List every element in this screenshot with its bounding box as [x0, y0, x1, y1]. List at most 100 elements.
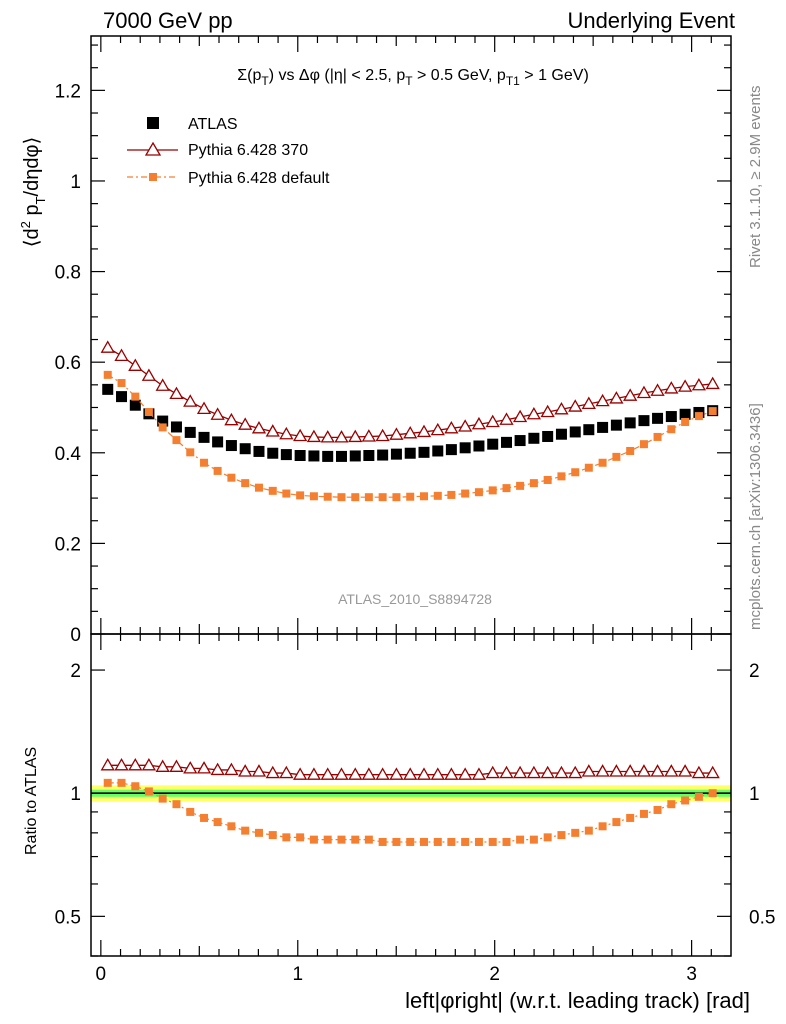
pythia-default-point: [103, 370, 112, 379]
pythia-370-point: [540, 404, 555, 418]
ratio-pythia-370-point: [471, 767, 487, 780]
atlas-point: [555, 428, 567, 440]
pythia-370-point: [306, 429, 322, 443]
pythia-370-point: [471, 416, 487, 430]
pythia-default-point: [227, 473, 236, 482]
ratio-pythia-default-point: [474, 837, 483, 846]
ratio-pythia-370-point: [224, 762, 239, 776]
pythia-370-point: [361, 429, 376, 442]
pythia-default-point: [461, 489, 470, 498]
ratio-pythia-default-point: [186, 807, 195, 816]
pythia-370-point: [128, 358, 143, 371]
atlas-point: [225, 440, 237, 452]
ratio-pythia-default-point: [419, 837, 428, 846]
ratio-xtick-label: 2: [489, 964, 500, 985]
ratio-ytick-label-right: 2: [749, 661, 760, 682]
pythia-default-point: [213, 466, 222, 475]
atlas-point: [212, 436, 224, 448]
ratio-pythia-default-point: [117, 778, 126, 787]
main-ylabel: ⟨d2 pT/dηdφ⟩: [18, 137, 48, 248]
pythia-370-point: [375, 428, 390, 442]
atlas-point: [308, 450, 320, 462]
pythia-370-point: [485, 414, 500, 428]
pythia-370-point: [444, 421, 459, 434]
ratio-pythia-default-point: [681, 796, 690, 805]
atlas-point: [198, 431, 210, 443]
pythia-370-point: [320, 430, 335, 443]
pythia-default-point: [158, 423, 167, 432]
ratio-pythia-default-point: [227, 822, 236, 831]
pythia-default-point: [571, 468, 580, 477]
pythia-default-point: [708, 407, 717, 416]
ratio-pythia-370-point: [581, 764, 596, 777]
ratio-pythia-default-point: [433, 837, 442, 846]
atlas-point: [432, 445, 444, 457]
atlas-point: [349, 450, 361, 462]
ratio-pythia-370-point: [595, 764, 610, 777]
atlas-point: [542, 430, 554, 442]
pythia-default-point: [200, 458, 209, 467]
main-series-layer: [100, 340, 720, 502]
ratio-pythia-370-point: [389, 767, 404, 780]
chart-title: Σ(pT) vs Δφ (|η| < 2.5, pT > 0.5 GeV, pT…: [237, 67, 589, 88]
ratio-pythia-default-point: [241, 826, 250, 835]
pythia-default-point: [584, 463, 593, 472]
pythia-default-point: [516, 481, 525, 490]
ratio-pythia-370-point: [705, 765, 720, 779]
ratio-pythia-default-point: [516, 835, 525, 844]
pythia-default-point: [598, 458, 607, 467]
atlas-point: [377, 449, 389, 461]
ratio-pythia-370-point: [320, 767, 335, 780]
atlas-point: [404, 447, 416, 459]
pythia-370-point: [623, 388, 638, 401]
pythia-default-point: [419, 492, 428, 501]
ratio-pythia-default-point: [708, 789, 717, 798]
ratio-pythia-default-point: [571, 828, 580, 837]
atlas-point: [157, 415, 169, 427]
ratio-xtick-label: 0: [96, 964, 107, 985]
ratio-pythia-default-point: [172, 800, 181, 809]
atlas-point: [184, 426, 196, 438]
pythia-370-point: [609, 391, 624, 404]
pythia-default-point: [529, 479, 538, 488]
pythia-370-point: [238, 417, 253, 430]
atlas-point: [679, 408, 691, 420]
ratio-pythia-370-point: [196, 761, 212, 774]
atlas-point: [335, 450, 347, 462]
ratio-pythia-default-point: [626, 813, 635, 822]
ratio-pythia-default-point: [337, 835, 346, 844]
main-ytick-label: 0.8: [55, 263, 81, 284]
ratio-pythia-default-point: [323, 835, 332, 844]
main-panel-frame: [90, 35, 732, 635]
atlas-point: [528, 432, 540, 444]
ratio-pythia-370-point: [444, 767, 459, 780]
ratio-pythia-default-point: [309, 835, 318, 844]
ratio-pythia-370-point: [265, 765, 280, 779]
atlas-point: [652, 412, 664, 424]
ratio-pythia-370-point: [334, 767, 349, 780]
pythia-default-point: [433, 491, 442, 500]
ratio-pythia-370-point: [499, 765, 514, 779]
ratio-pythia-370-point: [279, 765, 294, 779]
ratio-pythia-370-point: [540, 765, 555, 779]
legend: ATLAS Pythia 6.428 370 Pythia 6.428 defa…: [127, 116, 330, 187]
ratio-pythia-370-point: [636, 764, 652, 777]
atlas-point: [583, 424, 595, 436]
main-ytick-label: 1.2: [55, 81, 81, 102]
atlas-point: [322, 450, 334, 462]
ratio-uncertainty-band: [91, 785, 731, 802]
header-left-label: 7000 GeV pp: [103, 8, 233, 33]
pythia-370-point: [499, 412, 514, 425]
pythia-default-point: [653, 432, 662, 441]
ratio-pythia-default-point: [103, 778, 112, 787]
pythia-370-point: [430, 422, 445, 436]
ratio-pythia-default-point: [282, 833, 291, 842]
pythia-370-point: [224, 412, 239, 426]
ratio-pythia-default-point: [543, 833, 552, 842]
pythia-default-point: [241, 479, 250, 488]
header-right-label: Underlying Event: [567, 8, 735, 33]
ratio-pythia-default-point: [612, 818, 621, 827]
ratio-pythia-370-point: [375, 767, 390, 780]
pythia-default-point: [117, 379, 126, 388]
